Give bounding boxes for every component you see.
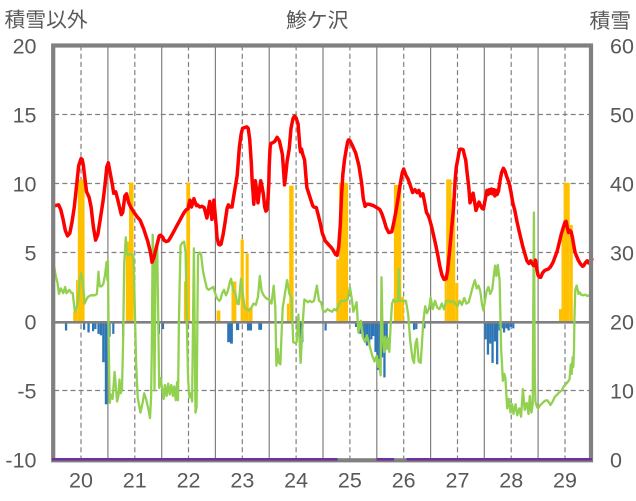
- svg-text:-5: -5: [17, 379, 36, 403]
- svg-text:29: 29: [553, 469, 577, 493]
- svg-text:27: 27: [445, 469, 469, 493]
- svg-text:5: 5: [25, 241, 37, 265]
- svg-text:23: 23: [230, 469, 254, 493]
- svg-text:22: 22: [177, 469, 201, 493]
- svg-text:28: 28: [499, 469, 523, 493]
- svg-text:0: 0: [610, 448, 622, 472]
- svg-text:24: 24: [284, 469, 308, 493]
- svg-text:-10: -10: [5, 448, 36, 472]
- svg-text:0: 0: [25, 310, 37, 334]
- svg-text:10: 10: [610, 379, 634, 403]
- svg-text:40: 40: [610, 172, 634, 196]
- svg-text:50: 50: [610, 103, 634, 127]
- svg-text:20: 20: [610, 310, 634, 334]
- svg-text:26: 26: [392, 469, 416, 493]
- svg-text:15: 15: [13, 103, 37, 127]
- svg-text:10: 10: [13, 172, 37, 196]
- svg-text:30: 30: [610, 241, 634, 265]
- svg-text:21: 21: [123, 469, 147, 493]
- svg-text:25: 25: [338, 469, 362, 493]
- svg-text:20: 20: [69, 469, 93, 493]
- svg-text:60: 60: [610, 34, 634, 58]
- svg-text:20: 20: [13, 34, 37, 58]
